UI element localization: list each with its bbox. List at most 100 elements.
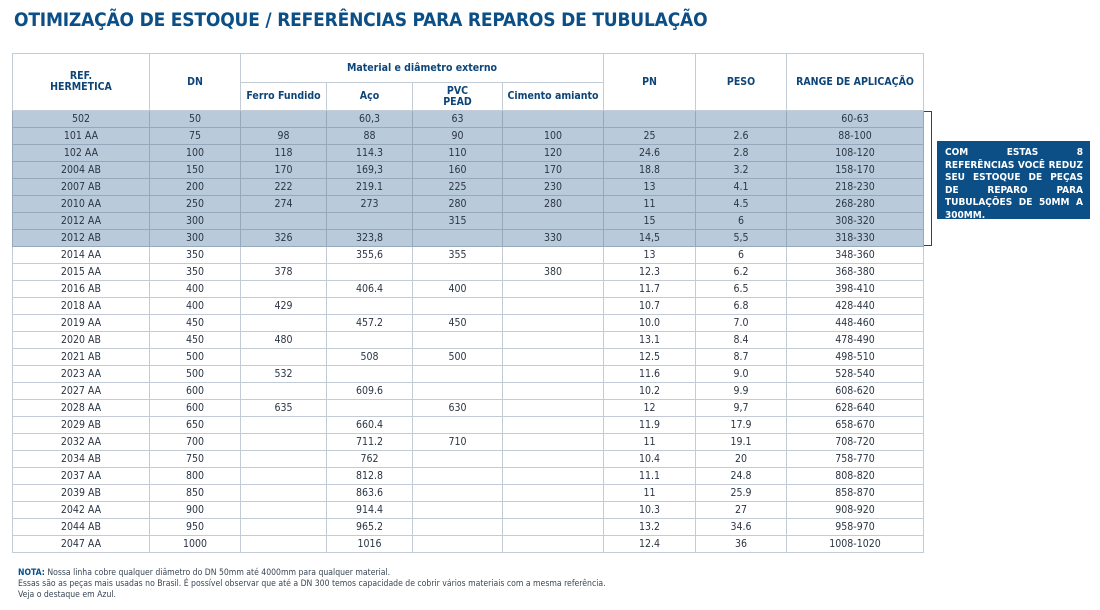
cell-peso: 8.4 bbox=[695, 331, 788, 349]
cell-pn: 11.6 bbox=[603, 365, 697, 383]
note-line-2: Essas são as peças mais usadas no Brasil… bbox=[18, 578, 606, 589]
cell-pn: 11 bbox=[603, 433, 697, 451]
cell-pvc-pead: 90 bbox=[412, 127, 503, 145]
header-pvc-pead: PVC PEAD bbox=[412, 82, 503, 111]
cell-pn: 14,5 bbox=[603, 229, 697, 247]
cell-ref: 2014 AA bbox=[12, 246, 150, 264]
cell-ref: 2016 AB bbox=[12, 280, 150, 298]
cell-range: 958-970 bbox=[786, 518, 925, 536]
cell-ref: 2027 AA bbox=[12, 382, 150, 400]
cell-range: 658-670 bbox=[786, 416, 925, 434]
cell-cimento-amianto bbox=[501, 416, 605, 434]
table-row: 2023 AA 500 532 11.6 9.0 528-540 bbox=[12, 365, 925, 383]
cell-cimento-amianto bbox=[501, 467, 605, 485]
cell-cimento-amianto bbox=[501, 212, 605, 230]
table-row: 2039 AB 850 863.6 11 25.9 858-870 bbox=[12, 484, 925, 502]
cell-pn: 11.9 bbox=[603, 416, 697, 434]
cell-dn: 850 bbox=[149, 484, 241, 502]
cell-pvc-pead bbox=[412, 450, 503, 468]
cell-dn: 75 bbox=[149, 127, 241, 145]
header-cimento-amianto: Cimento amianto bbox=[501, 82, 605, 111]
cell-aco: 169,3 bbox=[326, 161, 413, 179]
cell-cimento-amianto bbox=[501, 535, 605, 553]
cell-range: 428-440 bbox=[786, 297, 925, 315]
cell-peso: 7.0 bbox=[695, 314, 788, 332]
cell-cimento-amianto: 120 bbox=[501, 144, 605, 162]
header-aco: Aço bbox=[326, 82, 413, 111]
cell-range: 60-63 bbox=[786, 110, 925, 128]
cell-dn: 300 bbox=[149, 229, 241, 247]
cell-dn: 400 bbox=[149, 280, 241, 298]
cell-ferro-fundido bbox=[240, 280, 327, 298]
cell-cimento-amianto bbox=[501, 280, 605, 298]
cell-ferro-fundido: 480 bbox=[240, 331, 327, 349]
cell-pvc-pead: 160 bbox=[412, 161, 503, 179]
cell-pn: 13.1 bbox=[603, 331, 697, 349]
cell-range: 368-380 bbox=[786, 263, 925, 281]
table-row: 2028 AA 600 635 630 12 9,7 628-640 bbox=[12, 399, 925, 417]
table-row: 2032 AA 700 711.2 710 11 19.1 708-720 bbox=[12, 433, 925, 451]
table-row: 2042 AA 900 914.4 10.3 27 908-920 bbox=[12, 501, 925, 519]
cell-pn: 10.2 bbox=[603, 382, 697, 400]
cell-pvc-pead: 710 bbox=[412, 433, 503, 451]
cell-ref: 2020 AB bbox=[12, 331, 150, 349]
cell-cimento-amianto bbox=[501, 365, 605, 383]
cell-range: 88-100 bbox=[786, 127, 925, 145]
cell-ref: 2012 AB bbox=[12, 229, 150, 247]
cell-pn: 13 bbox=[603, 246, 697, 264]
cell-range: 108-120 bbox=[786, 144, 925, 162]
table-row: 2047 AA 1000 1016 12.4 36 1008-1020 bbox=[12, 535, 925, 553]
cell-dn: 250 bbox=[149, 195, 241, 213]
cell-cimento-amianto bbox=[501, 331, 605, 349]
cell-peso: 27 bbox=[695, 501, 788, 519]
cell-range: 708-720 bbox=[786, 433, 925, 451]
cell-aco: 88 bbox=[326, 127, 413, 145]
cell-peso: 8.7 bbox=[695, 348, 788, 366]
cell-aco: 762 bbox=[326, 450, 413, 468]
cell-cimento-amianto bbox=[501, 297, 605, 315]
cell-ferro-fundido bbox=[240, 484, 327, 502]
cell-cimento-amianto: 170 bbox=[501, 161, 605, 179]
cell-aco: 863.6 bbox=[326, 484, 413, 502]
cell-cimento-amianto bbox=[501, 501, 605, 519]
cell-ferro-fundido bbox=[240, 501, 327, 519]
table-row: 2034 AB 750 762 10.4 20 758-770 bbox=[12, 450, 925, 468]
cell-ref: 2007 AB bbox=[12, 178, 150, 196]
cell-dn: 400 bbox=[149, 297, 241, 315]
cell-ref: 101 AA bbox=[12, 127, 150, 145]
cell-aco bbox=[326, 297, 413, 315]
cell-ref: 2044 AB bbox=[12, 518, 150, 536]
cell-ref: 2012 AA bbox=[12, 212, 150, 230]
cell-pvc-pead: 500 bbox=[412, 348, 503, 366]
cell-pvc-pead bbox=[412, 535, 503, 553]
note-label: NOTA: bbox=[18, 568, 45, 578]
cell-peso: 6.2 bbox=[695, 263, 788, 281]
cell-aco: 323,8 bbox=[326, 229, 413, 247]
cell-ferro-fundido bbox=[240, 416, 327, 434]
table-row: 2020 AB 450 480 13.1 8.4 478-490 bbox=[12, 331, 925, 349]
cell-dn: 800 bbox=[149, 467, 241, 485]
cell-pn: 12.5 bbox=[603, 348, 697, 366]
cell-aco: 812.8 bbox=[326, 467, 413, 485]
cell-range: 908-920 bbox=[786, 501, 925, 519]
table-row: 2012 AA 300 315 15 6 308-320 bbox=[12, 212, 925, 230]
cell-ferro-fundido bbox=[240, 212, 327, 230]
cell-range: 858-870 bbox=[786, 484, 925, 502]
cell-peso bbox=[695, 110, 788, 128]
cell-ferro-fundido: 532 bbox=[240, 365, 327, 383]
cell-dn: 450 bbox=[149, 314, 241, 332]
page-title: OTIMIZAÇÃO DE ESTOQUE / REFERÊNCIAS PARA… bbox=[14, 9, 708, 31]
table-row: 502 50 60,3 63 60-63 bbox=[12, 110, 925, 128]
cell-pvc-pead bbox=[412, 467, 503, 485]
cell-cimento-amianto bbox=[501, 348, 605, 366]
cell-range: 808-820 bbox=[786, 467, 925, 485]
cell-cimento-amianto bbox=[501, 110, 605, 128]
cell-pn: 24.6 bbox=[603, 144, 697, 162]
cell-pvc-pead bbox=[412, 331, 503, 349]
cell-dn: 950 bbox=[149, 518, 241, 536]
cell-aco bbox=[326, 263, 413, 281]
cell-range: 448-460 bbox=[786, 314, 925, 332]
cell-ferro-fundido: 378 bbox=[240, 263, 327, 281]
table-row: 2004 AB 150 170 169,3 160 170 18.8 3.2 158-170 bbox=[12, 161, 925, 179]
cell-pn: 11 bbox=[603, 195, 697, 213]
